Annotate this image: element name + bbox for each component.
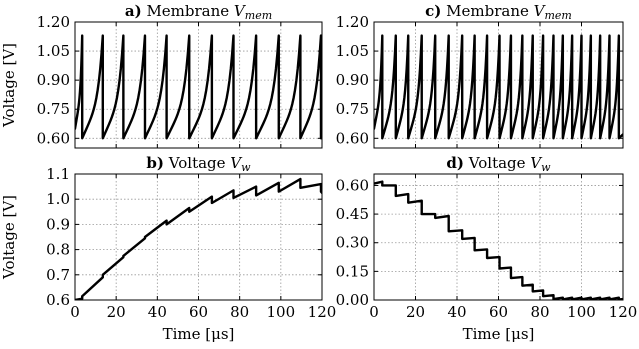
panel-letter: d) (446, 154, 464, 172)
x-tick-label: 0 (70, 303, 80, 321)
panel-title-sub: w (541, 161, 551, 174)
panel-title-a: a) Membrane Vmem (125, 2, 272, 22)
x-axis-label: Time [μs] (163, 325, 235, 343)
panel-letter: c) (425, 2, 441, 20)
y-tick-label: 0.7 (46, 266, 70, 284)
grid-b (75, 174, 322, 300)
y-tick-label: 1.0 (46, 190, 70, 208)
panel-letter: b) (146, 154, 164, 172)
panel-title-var: V (234, 2, 247, 20)
panel-b: 0 20 40 60 80 100 120 0.6 0.7 0.8 0.9 1.0 1.1 b) Volt… (0, 154, 336, 343)
panel-title-var: V (534, 2, 547, 20)
y-tick-label: 0.60 (336, 129, 369, 147)
y-tick-label: 0.45 (336, 205, 369, 223)
series-line-c (374, 34, 623, 140)
y-tick-label: 0.9 (46, 215, 70, 233)
y-tick-label: 1.20 (37, 13, 70, 31)
y-tick-label: 0.00 (336, 291, 369, 309)
y-tick-label: 0.8 (46, 241, 70, 259)
grid-a (75, 22, 322, 148)
series-line-d (374, 180, 623, 300)
y-tick-label: 1.05 (37, 42, 70, 60)
grid-d (374, 174, 623, 300)
y-tick-label: 0.90 (37, 71, 70, 89)
panel-title-sub: w (241, 161, 251, 174)
y-tick-label: 0.75 (336, 100, 369, 118)
x-tick-label: 40 (447, 303, 466, 321)
panel-title-d: d) Voltage Vw (446, 154, 551, 174)
panel-title-text: Voltage (464, 154, 530, 172)
x-tick-label: 60 (189, 303, 208, 321)
panel-title-b: b) Voltage Vw (146, 154, 251, 174)
y-tick-label: 0.30 (336, 234, 369, 252)
x-tick-label: 120 (609, 303, 638, 321)
x-tick-label: 60 (489, 303, 508, 321)
panel-letter: a) (125, 2, 142, 20)
panel-title-sub: mem (544, 9, 571, 22)
x-tick-label: 0 (369, 303, 379, 321)
x-tick-label: 40 (148, 303, 167, 321)
x-tick-label: 80 (530, 303, 549, 321)
y-tick-label: 1.05 (336, 42, 369, 60)
panel-d: 0 20 40 60 80 100 120 0.00 0.15 0.30 0.45 0.60 d) Vo… (336, 154, 638, 343)
panel-a: 0.60 0.75 0.90 1.05 1.20 a) Membrane Vmem Volt… (0, 2, 323, 149)
series-line-a (75, 34, 322, 140)
x-tick-label: 20 (107, 303, 126, 321)
panel-title-c: c) Membrane Vmem (425, 2, 572, 22)
panel-title-var: V (530, 154, 543, 172)
panel-title-text: Membrane (441, 2, 533, 20)
y-tick-label: 0.15 (336, 262, 369, 280)
panel-title-var: V (230, 154, 243, 172)
y-tick-label: 0.60 (336, 176, 369, 194)
y-tick-label: 1.1 (46, 165, 70, 183)
y-axis-label: Voltage [V] (0, 43, 18, 128)
panel-title-sub: mem (245, 9, 272, 22)
x-tick-label: 120 (308, 303, 337, 321)
panel-c: 0.60 0.75 0.90 1.05 1.20 c) Membrane Vmem (336, 2, 624, 149)
y-tick-label: 0.6 (46, 291, 70, 309)
x-tick-label: 100 (567, 303, 596, 321)
x-tick-label: 20 (406, 303, 425, 321)
panel-title-text: Voltage (164, 154, 230, 172)
series-line-b (75, 177, 322, 300)
y-tick-label: 0.90 (336, 71, 369, 89)
y-axis-label: Voltage [V] (0, 195, 18, 280)
panel-title-text: Membrane (142, 2, 234, 20)
x-axis-label: Time [μs] (463, 325, 535, 343)
y-tick-label: 0.75 (37, 100, 70, 118)
y-tick-label: 1.20 (336, 13, 369, 31)
x-tick-label: 80 (230, 303, 249, 321)
y-tick-label: 0.60 (37, 129, 70, 147)
x-tick-label: 100 (267, 303, 296, 321)
